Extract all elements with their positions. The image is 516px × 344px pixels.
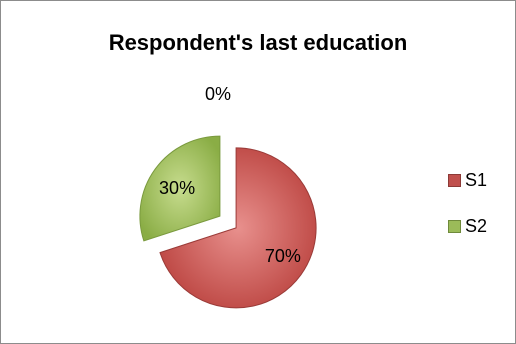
legend-swatch-s2 (448, 219, 461, 233)
legend-item-s2: S2 (448, 214, 487, 238)
legend-label-s2: S2 (465, 215, 488, 236)
data-label-s2: 30% (159, 178, 195, 198)
legend-label-s1: S1 (465, 169, 488, 190)
legend-swatch-s1 (448, 173, 461, 187)
chart-title: Respondent's last education (108, 30, 408, 55)
pie-slice-s2 (139, 135, 221, 242)
data-label-s1: 70% (265, 246, 301, 266)
data-label-zero-slice: 0% (205, 84, 231, 104)
pie-slice-s1 (159, 147, 317, 309)
legend-item-s1: S1 (448, 168, 487, 192)
legend: S1 S2 (448, 168, 487, 260)
